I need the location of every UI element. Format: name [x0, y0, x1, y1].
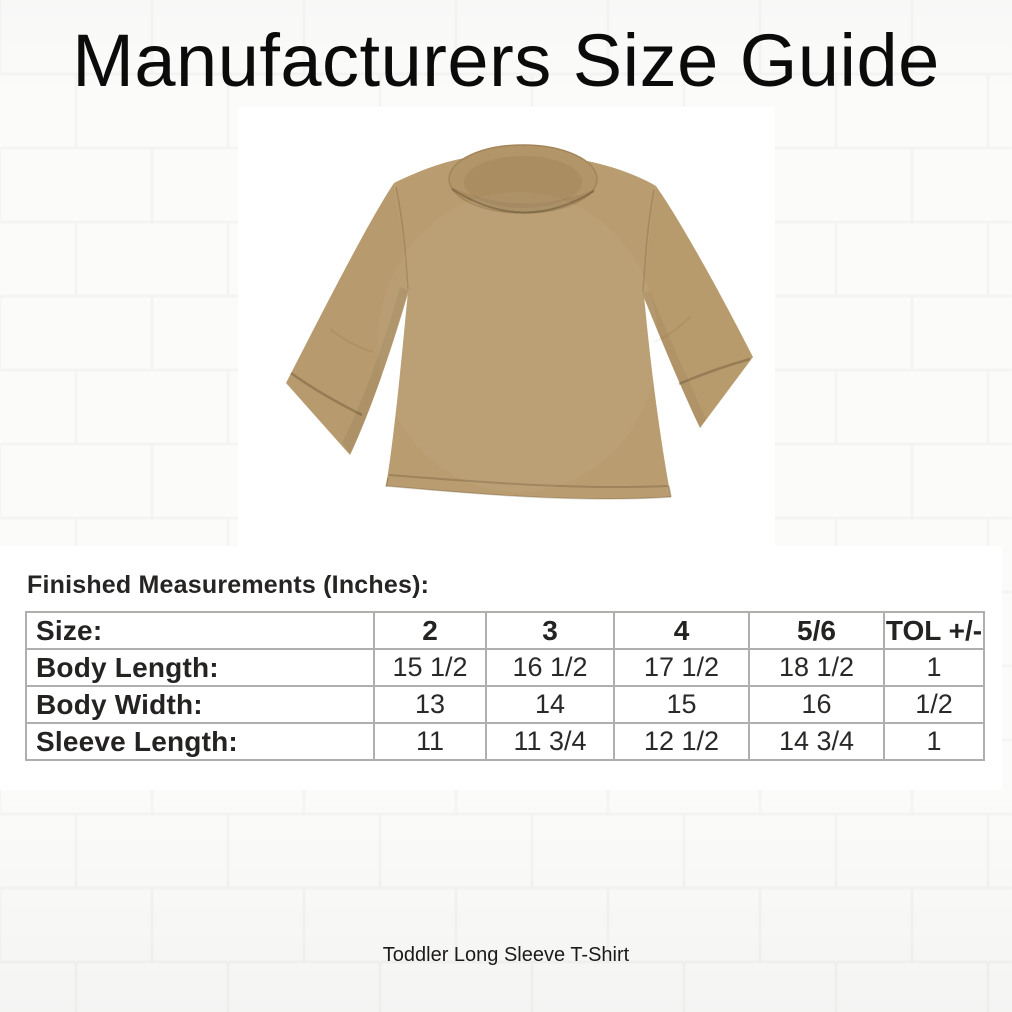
measurement-value: 16 1/2: [485, 648, 615, 687]
shirt-body: [386, 157, 671, 499]
sleeve-wrinkles: [329, 316, 691, 353]
measurement-value: 11: [373, 722, 487, 761]
measurement-value: 18 1/2: [748, 648, 885, 687]
right-sleeve-shadow: [642, 291, 706, 428]
measurement-label: Body Width:: [25, 685, 375, 724]
shirt-right-sleeve: [642, 186, 753, 428]
measurements-table: Size: 2 3 4 5/6 TOL +/- Body Length: 15 1/2 16 …: [25, 611, 985, 761]
shirt-left-sleeve: [286, 183, 409, 455]
measurement-label: Body Length:: [25, 648, 375, 687]
table-row: Body Width: 13 14 15 16 1/2: [25, 685, 985, 724]
page-title: Manufacturers Size Guide: [72, 19, 940, 102]
shirt-collar-opening: [464, 156, 582, 208]
measurement-value: 12 1/2: [613, 722, 750, 761]
left-cuff-seam: [290, 371, 363, 417]
right-cuff-seam: [678, 357, 751, 386]
product-image: [238, 107, 775, 548]
size-column-header: TOL +/-: [883, 611, 985, 650]
size-column-header: 3: [485, 611, 615, 650]
left-sleeve-shadow: [342, 287, 408, 454]
hem-side-slits: [385, 477, 672, 498]
size-column-header: 4: [613, 611, 750, 650]
right-armhole-seam: [642, 189, 655, 293]
size-column-header: 5/6: [748, 611, 885, 650]
hem-edge: [385, 485, 672, 500]
measurement-value: 14 3/4: [748, 722, 885, 761]
collar-front-seam: [451, 188, 595, 214]
shirt-graphic: [286, 144, 753, 500]
table-row: Body Length: 15 1/2 16 1/2 17 1/2 18 1/2 1: [25, 648, 985, 687]
measurement-value: 11 3/4: [485, 722, 615, 761]
measurements-heading: Finished Measurements (Inches):: [27, 571, 430, 599]
measurement-value: 14: [485, 685, 615, 724]
measurement-value: 16: [748, 685, 885, 724]
size-row-title: Size:: [25, 611, 375, 650]
table-body: Body Length: 15 1/2 16 1/2 17 1/2 18 1/2 1 Bod…: [25, 648, 985, 761]
measurement-value: 1: [883, 722, 985, 761]
measurement-value: 13: [373, 685, 487, 724]
product-caption: Toddler Long Sleeve T-Shirt: [382, 944, 630, 966]
collar-shadow: [451, 187, 595, 214]
measurement-value: 1/2: [883, 685, 985, 724]
measurement-value: 15 1/2: [373, 648, 487, 687]
measurement-label: Sleeve Length:: [25, 722, 375, 761]
measurement-value: 1: [883, 648, 985, 687]
measurement-value: 15: [613, 685, 750, 724]
header-row: Size: 2 3 4 5/6 TOL +/-: [25, 611, 985, 650]
fabric-highlight: [378, 192, 658, 492]
measurement-value: 17 1/2: [613, 648, 750, 687]
left-armhole-seam: [395, 186, 409, 290]
size-column-header: 2: [373, 611, 487, 650]
hem-seam: [388, 474, 669, 489]
table-row: Sleeve Length: 11 11 3/4 12 1/2 14 3/4 1: [25, 722, 985, 761]
measurements-panel: Finished Measurements (Inches): Size: 2 3 4…: [0, 546, 1002, 790]
